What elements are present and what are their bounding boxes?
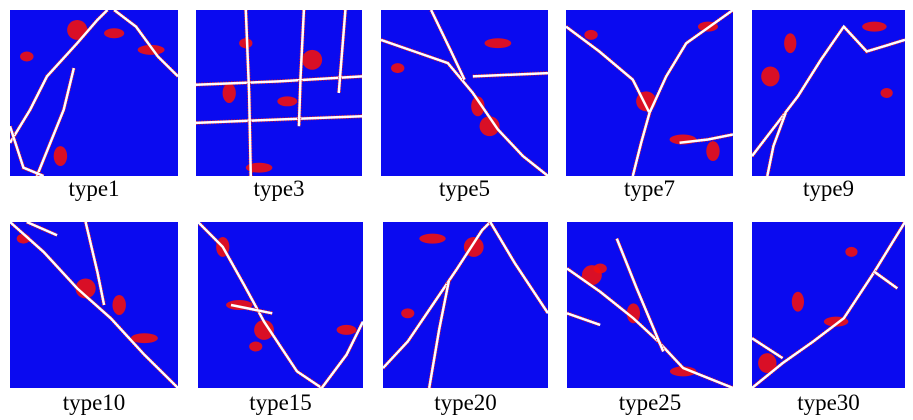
crack bbox=[196, 76, 362, 84]
damage-blob bbox=[626, 303, 641, 324]
background bbox=[10, 10, 178, 176]
damage-blob bbox=[302, 49, 323, 70]
crack-pattern bbox=[381, 10, 548, 176]
damage-blob bbox=[880, 88, 893, 98]
damage-blob bbox=[391, 63, 405, 74]
crack-pattern bbox=[752, 22, 905, 176]
damage-blob bbox=[758, 353, 777, 374]
crack bbox=[752, 338, 783, 358]
damage-blob bbox=[130, 333, 158, 344]
crack-pattern bbox=[10, 222, 178, 388]
damage-blob bbox=[419, 233, 446, 244]
crack bbox=[617, 239, 663, 352]
damage-blob bbox=[222, 83, 236, 103]
damage-blob bbox=[845, 246, 858, 257]
damage-blob bbox=[791, 291, 805, 312]
damage-blob bbox=[112, 295, 126, 315]
crack-pattern bbox=[752, 222, 905, 388]
damage-blob bbox=[53, 146, 68, 167]
panel-label: type9 bbox=[802, 176, 855, 201]
panel-image bbox=[381, 10, 548, 176]
damage-blob bbox=[784, 33, 797, 54]
background bbox=[752, 10, 905, 176]
crack bbox=[10, 10, 107, 143]
crack bbox=[10, 222, 178, 388]
crack bbox=[752, 27, 905, 156]
damage-blob bbox=[277, 96, 298, 107]
crack-pattern bbox=[566, 10, 733, 176]
panel-image bbox=[566, 10, 733, 176]
crack bbox=[383, 222, 490, 368]
crack bbox=[196, 116, 362, 123]
panel-label: type10 bbox=[62, 390, 126, 415]
panel-label: type15 bbox=[249, 390, 312, 415]
damage-blob bbox=[706, 141, 720, 162]
panel-image bbox=[10, 222, 178, 388]
crack bbox=[231, 305, 272, 313]
crack bbox=[752, 222, 905, 388]
crack bbox=[431, 10, 464, 80]
crack bbox=[37, 68, 74, 176]
background bbox=[752, 222, 905, 388]
crack bbox=[473, 73, 548, 76]
crack-pattern bbox=[196, 10, 362, 176]
damage-blob bbox=[336, 324, 357, 335]
panel-label: type1 bbox=[68, 176, 120, 201]
panel-image bbox=[752, 222, 905, 388]
crack bbox=[429, 280, 449, 388]
crack bbox=[299, 10, 304, 126]
damage-blob bbox=[104, 28, 125, 39]
crack bbox=[567, 313, 600, 325]
panel-label: type7 bbox=[623, 176, 676, 201]
crack bbox=[246, 10, 251, 176]
crack-pattern bbox=[567, 239, 733, 388]
crack bbox=[339, 10, 346, 93]
panel-image bbox=[196, 10, 362, 176]
panel-label: type3 bbox=[253, 176, 305, 201]
crack bbox=[567, 268, 733, 388]
crack bbox=[874, 272, 897, 289]
crack bbox=[86, 222, 104, 305]
crack bbox=[27, 222, 57, 235]
crack bbox=[381, 40, 548, 176]
background bbox=[381, 10, 548, 176]
panel-image bbox=[752, 10, 905, 176]
panel-label: type20 bbox=[434, 390, 497, 415]
damage-blob bbox=[484, 38, 512, 49]
damage-blob bbox=[20, 51, 34, 62]
damage-blob bbox=[479, 116, 500, 137]
crack bbox=[322, 322, 363, 388]
crack bbox=[680, 135, 733, 143]
damage-blob bbox=[254, 319, 274, 340]
background bbox=[196, 10, 362, 176]
panel-label: type30 bbox=[797, 390, 860, 415]
damage-blob bbox=[862, 21, 887, 32]
panel-image bbox=[383, 222, 548, 388]
background bbox=[567, 222, 733, 388]
crack bbox=[633, 113, 650, 176]
crack bbox=[10, 126, 44, 176]
panel-label: type5 bbox=[438, 176, 491, 201]
crack bbox=[490, 222, 548, 313]
panel-image bbox=[567, 222, 733, 388]
crack-pattern bbox=[383, 222, 548, 388]
panel-image bbox=[10, 10, 178, 176]
damage-blob bbox=[584, 29, 598, 40]
panel-image bbox=[198, 222, 363, 388]
damage-blob bbox=[761, 66, 780, 87]
crack-pattern bbox=[198, 222, 363, 388]
damage-blob bbox=[401, 308, 415, 319]
damage-blob bbox=[471, 96, 485, 117]
crack bbox=[767, 113, 785, 176]
crack bbox=[198, 222, 322, 388]
damage-blob bbox=[249, 341, 263, 352]
crack bbox=[114, 10, 178, 76]
panel-label: type25 bbox=[618, 390, 682, 415]
crack-pattern bbox=[10, 10, 178, 176]
